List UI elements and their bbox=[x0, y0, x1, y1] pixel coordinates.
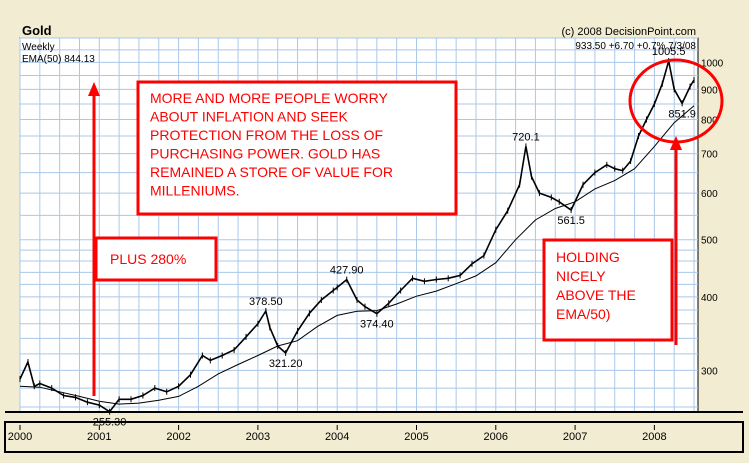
x-tick-label: 2006 bbox=[484, 431, 508, 443]
annotation-box-plus-280 bbox=[94, 236, 218, 282]
price-label: 255.30 bbox=[93, 417, 127, 429]
annotation-box-holding bbox=[542, 238, 674, 342]
y-tick-label: 300 bbox=[701, 366, 718, 377]
price-label: 427.90 bbox=[330, 265, 364, 277]
price-label: 378.50 bbox=[249, 296, 283, 308]
chart-subtitle: Weekly bbox=[22, 42, 55, 53]
annotation-line-holding: HOLDING bbox=[556, 249, 620, 265]
price-label: 851.9 bbox=[668, 108, 696, 120]
annotation-line-inflation: MORE AND MORE PEOPLE WORRY bbox=[150, 90, 388, 106]
arrow-holding-head bbox=[670, 136, 682, 150]
y-tick-label: 400 bbox=[701, 293, 718, 304]
chart-title: Gold bbox=[22, 23, 52, 38]
annotation-line-inflation: REMAINED A STORE OF VALUE FOR bbox=[150, 164, 393, 180]
x-tick-label: 2004 bbox=[325, 431, 349, 443]
annotation-line-inflation: PROTECTION FROM THE LOSS OF bbox=[150, 127, 383, 143]
y-tick-label: 1000 bbox=[701, 58, 724, 69]
x-tick-label: 2001 bbox=[87, 431, 111, 443]
annotation-line-holding: ABOVE THE bbox=[556, 287, 636, 303]
last-quote-label: 933.50 +6.70 +0.7% 7/3/08 bbox=[575, 41, 696, 52]
annotation-line-inflation: PURCHASING POWER. GOLD HAS bbox=[150, 146, 380, 162]
annotation-line-holding: NICELY bbox=[556, 268, 606, 284]
annotation-line-inflation: ABOUT INFLATION AND SEEK bbox=[150, 109, 349, 125]
price-label: 720.1 bbox=[512, 131, 540, 143]
x-tick-label: 2002 bbox=[166, 431, 190, 443]
annotation-box-inflation bbox=[136, 80, 458, 216]
x-axis-strip bbox=[4, 421, 744, 453]
ema-legend: EMA(50) 844.13 bbox=[22, 54, 95, 65]
y-tick-label: 700 bbox=[701, 150, 718, 161]
price-label: 374.40 bbox=[360, 319, 394, 331]
y-tick-label: 900 bbox=[701, 85, 718, 96]
arrow-plus-280-head bbox=[88, 82, 100, 96]
x-tick-label: 2003 bbox=[246, 431, 270, 443]
ema-line bbox=[19, 105, 695, 405]
price-label: 321.20 bbox=[269, 358, 303, 370]
annotation-line-inflation: MILLENIUMS. bbox=[150, 183, 239, 199]
x-tick-label: 2000 bbox=[8, 431, 32, 443]
price-label: 561.5 bbox=[557, 215, 585, 227]
x-tick-label: 2008 bbox=[642, 431, 666, 443]
y-tick-label: 600 bbox=[701, 189, 718, 200]
annotation-line-holding: EMA/50) bbox=[556, 306, 610, 322]
x-tick-label: 2007 bbox=[563, 431, 587, 443]
y-tick-label: 500 bbox=[701, 236, 718, 247]
copyright-label: (c) 2008 DecisionPoint.com bbox=[561, 26, 696, 38]
annotation-plus-280: PLUS 280% bbox=[110, 251, 186, 267]
x-tick-label: 2005 bbox=[404, 431, 428, 443]
y-tick-label: 800 bbox=[701, 115, 718, 126]
price-label: 1005.5 bbox=[652, 46, 686, 58]
